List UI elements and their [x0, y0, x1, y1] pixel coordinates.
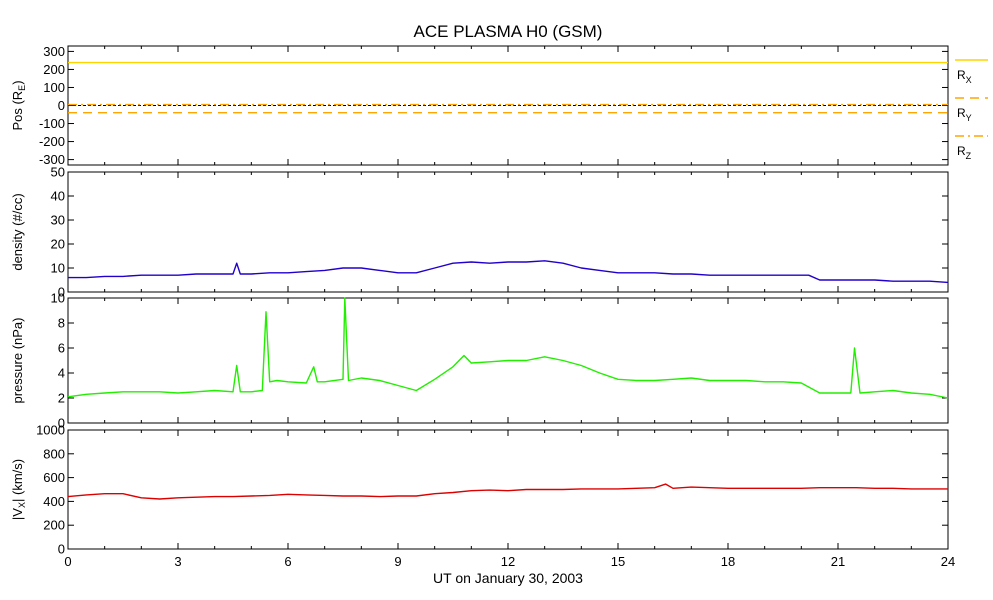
- y-tick-label: -100: [39, 116, 65, 131]
- y-tick-label: 10: [51, 291, 65, 306]
- x-tick-label: 0: [64, 554, 71, 569]
- x-tick-label: 21: [831, 554, 845, 569]
- chart-title: ACE PLASMA H0 (GSM): [414, 22, 603, 41]
- panel-vx: 1000 800 600 400 200 0 |VX| (km/s): [10, 423, 949, 557]
- y-tick-label: 6: [58, 341, 65, 356]
- y-tick-label: 1000: [36, 423, 65, 438]
- x-tick-label: 6: [284, 554, 291, 569]
- y-tick-label: -300: [39, 152, 65, 167]
- series-line-vx-0: [67, 483, 948, 500]
- y-tick-label: 800: [43, 446, 65, 461]
- series-line-pressure-0: [67, 297, 949, 399]
- y-tick-label: 2: [58, 391, 65, 406]
- series-line-density-0: [68, 260, 949, 284]
- y-axis-label: |VX| (km/s): [10, 459, 27, 520]
- y-tick-label: 40: [51, 189, 65, 204]
- y-tick-label: 0: [58, 416, 65, 431]
- y-tick-label: 600: [43, 470, 65, 485]
- y-tick-label: 50: [51, 165, 65, 180]
- legend-label: RY: [957, 106, 972, 123]
- panel-pos: 300 200 100 0 -100 -200 -300 Pos (RE) RX RY RZ: [10, 44, 988, 167]
- y-tick-label: 0: [58, 542, 65, 557]
- x-axis: 0 3 6 9 12 15 18 21 24: [64, 554, 955, 569]
- x-tick-label: 18: [721, 554, 735, 569]
- x-tick-label: 12: [501, 554, 515, 569]
- y-axis-label: pressure (nPa): [10, 318, 25, 404]
- y-tick-label: 0: [58, 285, 65, 300]
- y-tick-label: 0: [58, 98, 65, 113]
- y-axis-label: density (#/cc): [10, 193, 25, 270]
- y-axis-label: Pos (RE): [10, 80, 27, 130]
- y-tick-label: 300: [43, 44, 65, 59]
- y-tick-label: -200: [39, 134, 65, 149]
- x-axis-label: UT on January 30, 2003: [433, 570, 583, 586]
- x-tick-label: 24: [941, 554, 955, 569]
- y-tick-label: 20: [51, 237, 65, 252]
- y-tick-label: 200: [43, 62, 65, 77]
- panel-frame: [67, 429, 949, 550]
- legend-label: RZ: [957, 144, 972, 161]
- y-tick-label: 30: [51, 213, 65, 228]
- y-tick-label: 100: [43, 80, 65, 95]
- y-tick-label: 4: [58, 366, 65, 381]
- panel-pressure: 10 8 6 4 2 0 pressure (nPa): [10, 291, 949, 431]
- y-tick-label: 400: [43, 494, 65, 509]
- x-tick-label: 15: [611, 554, 625, 569]
- x-tick-label: 3: [174, 554, 181, 569]
- y-tick-label: 10: [51, 261, 65, 276]
- panel-density: 50 40 30 20 10 0 density (#/cc): [10, 165, 949, 300]
- x-tick-label: 9: [394, 554, 401, 569]
- y-tick-label: 8: [58, 316, 65, 331]
- y-tick-label: 200: [43, 518, 65, 533]
- legend-label: RX: [957, 68, 972, 85]
